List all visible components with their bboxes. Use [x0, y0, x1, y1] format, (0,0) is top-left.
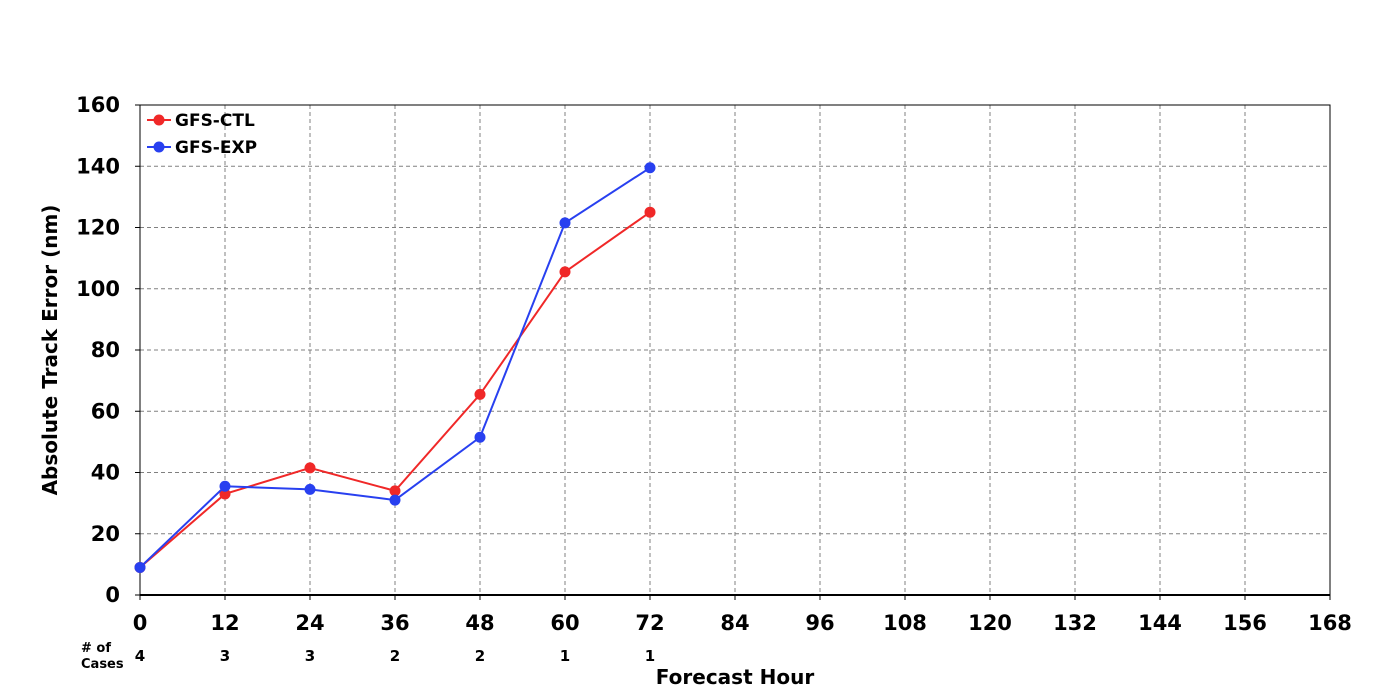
- x-tick-label: 96: [805, 611, 834, 635]
- x-tick-label: 156: [1223, 611, 1267, 635]
- y-tick-label: 140: [76, 154, 120, 178]
- data-point: [389, 494, 401, 506]
- series-gfs-exp: [134, 162, 656, 573]
- data-point: [389, 485, 401, 497]
- series-layer: [134, 162, 656, 573]
- data-point: [644, 206, 656, 218]
- data-point: [134, 561, 146, 573]
- data-point: [474, 388, 486, 400]
- y-tick-label: 60: [91, 399, 120, 423]
- x-tick-label: 0: [133, 611, 148, 635]
- y-tick-label: 160: [76, 93, 120, 117]
- x-tick-label: 72: [635, 611, 664, 635]
- case-count: 2: [475, 647, 485, 665]
- case-count: 3: [220, 647, 230, 665]
- x-tick-label: 12: [210, 611, 239, 635]
- data-point: [219, 480, 231, 492]
- x-tick-label: 60: [550, 611, 579, 635]
- y-tick-label: 100: [76, 277, 120, 301]
- legend: GFS-CTL GFS-EXP: [147, 111, 257, 158]
- case-count: 1: [560, 647, 570, 665]
- y-tick-label: 0: [105, 583, 120, 607]
- data-point: [219, 488, 231, 500]
- y-tick-label: 20: [91, 522, 120, 546]
- y-tick-label: 120: [76, 216, 120, 240]
- legend-label: GFS-CTL: [175, 111, 255, 131]
- legend-item: GFS-CTL: [147, 111, 255, 131]
- x-tick-label: 132: [1053, 611, 1097, 635]
- x-axis-label: Forecast Hour: [656, 665, 815, 689]
- data-point: [644, 162, 656, 174]
- legend-swatch-marker: [153, 141, 165, 153]
- y-tick-label: 40: [91, 461, 120, 485]
- case-count: 3: [305, 647, 315, 665]
- y-tick-label: 80: [91, 338, 120, 362]
- x-tick-label: 108: [883, 611, 927, 635]
- case-count: 4: [135, 647, 145, 665]
- x-tick-label: 36: [380, 611, 409, 635]
- grid: [140, 105, 1330, 595]
- y-axis-label: Absolute Track Error (nm): [38, 205, 62, 496]
- cases-label-line-2: Cases: [81, 657, 124, 672]
- x-tick-label: 24: [295, 611, 324, 635]
- data-point: [304, 483, 316, 495]
- legend-item: GFS-EXP: [147, 138, 257, 158]
- x-tick-label: 144: [1138, 611, 1182, 635]
- cases-label-line-1: # of: [81, 641, 111, 656]
- y-tick-labels: 0 20 40 60 80 100 120 140 160: [76, 93, 140, 607]
- data-point: [304, 462, 316, 474]
- data-point: [559, 266, 571, 278]
- legend-swatch-marker: [153, 114, 165, 126]
- data-point: [559, 217, 571, 229]
- legend-label: GFS-EXP: [175, 138, 257, 158]
- case-count: 1: [645, 647, 655, 665]
- case-count: 2: [390, 647, 400, 665]
- x-tick-label: 48: [465, 611, 494, 635]
- cases-row: # of Cases 4 3 3 2 2 1 1: [81, 641, 655, 672]
- x-tick-label: 120: [968, 611, 1012, 635]
- x-tick-labels: 0 12 24 36 48 60 72 84 96 108 120 132 144 156 168: [133, 595, 1352, 635]
- x-tick-label: 84: [720, 611, 749, 635]
- x-tick-label: 168: [1308, 611, 1352, 635]
- data-point: [474, 431, 486, 443]
